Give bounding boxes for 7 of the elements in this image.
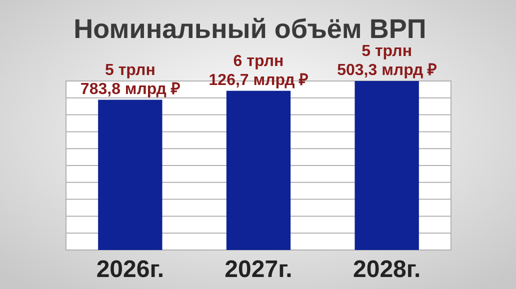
annotation: 5 трлн 783,8 млрд ₽ <box>80 62 180 98</box>
x-tick-label: 2026г. <box>96 256 164 283</box>
annotation: 5 трлн 503,3 млрд ₽ <box>337 43 437 79</box>
x-tick-label: 2028г. <box>353 256 421 283</box>
x-tick-label: 2027г. <box>224 256 292 283</box>
chart-title: Номинальный объём ВРП <box>74 14 426 44</box>
annotation: 6 трлн 126,7 млрд ₽ <box>208 52 308 89</box>
